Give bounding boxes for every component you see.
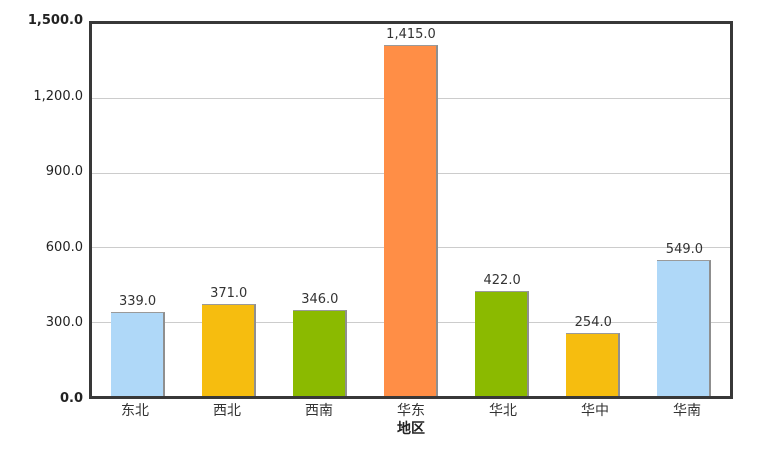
plot-area: 339.0 371.0 346.0 1,415.0 422.0 254.0 549.0 [89, 21, 733, 399]
bar-东北[interactable] [110, 311, 165, 396]
bar-value-label: 339.0 [118, 293, 157, 309]
bar-slot: 254.0 [548, 24, 639, 396]
bar-华东[interactable] [383, 45, 438, 396]
bar-value-label: 346.0 [301, 292, 339, 308]
x-category-label: 华北 [489, 403, 517, 419]
bar-slot: 422.0 [457, 24, 548, 396]
bar-value-label: 371.0 [210, 286, 248, 301]
bar-slot: 371.0 [183, 24, 274, 396]
bar-西北[interactable] [201, 304, 256, 396]
x-category-label: 华南 [673, 403, 701, 419]
y-tick-label: 1,200.0 [33, 88, 83, 104]
x-axis-title: 地区 [397, 421, 425, 437]
x-category-label: 东北 [121, 403, 149, 419]
bar-slot: 1,415.0 [365, 24, 456, 396]
y-tick-label: 0.0 [59, 391, 83, 406]
y-tick-label: 300.0 [45, 315, 83, 331]
bar-slot: 346.0 [274, 24, 365, 396]
y-tick-label: 900.0 [45, 164, 83, 180]
bar-value-label: 254.0 [574, 315, 612, 331]
y-tick-label: 1,500.0 [27, 13, 83, 28]
x-category-label: 西北 [213, 403, 241, 419]
x-category-label: 华东 [397, 403, 425, 419]
y-tick-label: 600.0 [45, 239, 83, 255]
bar-value-label: 422.0 [483, 273, 521, 289]
bar-value-label: 1,415.0 [386, 27, 436, 43]
bar-value-label: 549.0 [665, 241, 704, 257]
bar-slot: 549.0 [639, 24, 730, 396]
bar-华南[interactable] [657, 259, 712, 396]
x-category-label: 华中 [581, 403, 609, 419]
bar-slot: 339.0 [92, 24, 183, 396]
bar-西南[interactable] [292, 310, 347, 396]
bar-series: 339.0 371.0 346.0 1,415.0 422.0 254.0 549.0 [92, 24, 730, 396]
x-axis-labels: 东北 西北 西南 华东 华北 华中 华南 [89, 403, 733, 419]
bar-华中[interactable] [566, 333, 621, 396]
bar-华北[interactable] [475, 291, 530, 396]
x-category-label: 西南 [305, 403, 333, 419]
